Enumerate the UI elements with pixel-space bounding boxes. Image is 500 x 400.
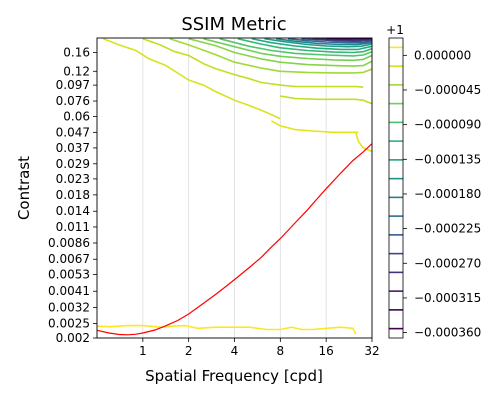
y-tick-label: 0.011 xyxy=(56,220,90,234)
contour-line xyxy=(103,38,281,120)
contour-line xyxy=(142,38,364,88)
y-tick-label: 0.002 xyxy=(56,331,90,345)
colorbar-tick-label: −0.000180 xyxy=(414,187,481,201)
reference-curve xyxy=(97,143,372,336)
y-tick-label: 0.037 xyxy=(56,141,90,155)
y-tick-label: 0.0067 xyxy=(48,252,90,266)
x-tick-label: 16 xyxy=(319,344,334,358)
contour-line xyxy=(203,38,372,62)
contour-line xyxy=(97,324,357,335)
colorbar: 0.000000 −0.000045 −0.000090 −0.000135 −0.00… xyxy=(388,37,481,340)
contour-line xyxy=(271,120,359,134)
contour-lines xyxy=(97,38,372,335)
x-tick-label: 1 xyxy=(139,344,147,358)
x-axis-label: Spatial Frequency [cpd] xyxy=(145,367,323,385)
contour-line xyxy=(219,38,372,57)
contour-line xyxy=(280,95,372,105)
y-tick-label: 0.0086 xyxy=(48,236,90,250)
x-tick-label: 4 xyxy=(231,344,239,358)
y-tick-label: 0.16 xyxy=(63,46,90,60)
y-tick-label: 0.014 xyxy=(56,204,90,218)
x-tick-label: 2 xyxy=(185,344,193,358)
y-tick-label: 0.0041 xyxy=(48,284,90,298)
reference-curve-layer xyxy=(97,143,372,336)
colorbar-tick-label: −0.000090 xyxy=(414,118,481,132)
y-tick-label: 0.097 xyxy=(56,78,90,92)
x-tick-label: 32 xyxy=(364,344,379,358)
contour-line xyxy=(288,38,372,44)
colorbar-frame xyxy=(388,37,404,339)
contour-line xyxy=(354,132,372,153)
y-tick-label: 0.029 xyxy=(56,157,90,171)
colorbar-tick-label: −0.000135 xyxy=(414,152,481,166)
y-tick-label: 0.018 xyxy=(56,188,90,202)
contour-line xyxy=(169,38,372,74)
y-tick-label: 0.047 xyxy=(56,125,90,139)
y-tick-label: 0.06 xyxy=(63,109,90,123)
contour-line xyxy=(237,38,372,54)
contour-line xyxy=(264,38,372,48)
colorbar-tick-label: −0.000270 xyxy=(414,256,481,270)
y-tick-label: 0.12 xyxy=(63,64,90,78)
contour-line xyxy=(188,38,372,67)
contour-line xyxy=(312,38,372,41)
chart-title: SSIM Metric xyxy=(181,14,286,35)
y-tick-label: 0.0053 xyxy=(48,268,90,282)
y-tick-label: 0.023 xyxy=(56,172,90,186)
contour-line xyxy=(251,38,372,51)
y-axis-label: Contrast xyxy=(15,156,33,220)
colorbar-tick-label: −0.000225 xyxy=(414,222,481,236)
colorbar-tick-label: −0.000045 xyxy=(414,83,481,97)
colorbar-tick-label: −0.000315 xyxy=(414,291,481,305)
colorbar-tick-label: 0.000000 xyxy=(414,48,471,62)
y-tick-label: 0.0025 xyxy=(48,316,90,330)
y-tick-label: 0.076 xyxy=(56,94,90,108)
x-tick-label: 8 xyxy=(277,344,285,358)
contour-line xyxy=(275,38,372,46)
colorbar-tick-label: −0.000360 xyxy=(414,326,481,340)
plot-frame xyxy=(96,37,373,339)
colorbar-offset-label: +1 xyxy=(386,23,404,37)
y-tick-label: 0.0032 xyxy=(48,300,90,314)
